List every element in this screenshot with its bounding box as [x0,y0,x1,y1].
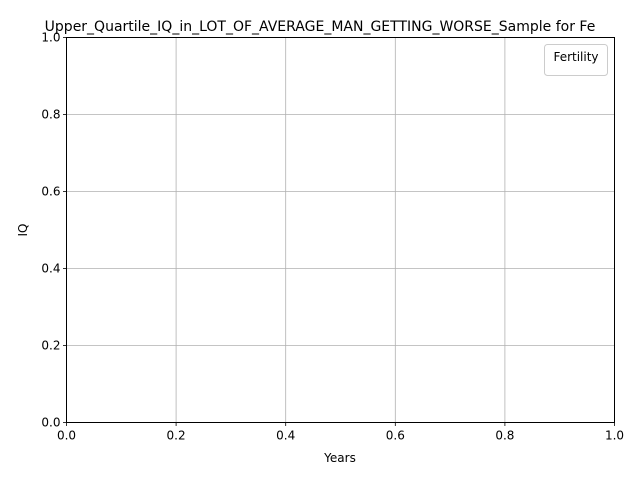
x-tick-label: 0.0 [57,429,76,443]
legend-box [544,44,608,76]
legend-title: Fertility [553,50,598,64]
y-tick-label: 1.0 [41,31,60,45]
legend: Fertility [544,44,608,76]
y-tick-label: 0.6 [41,185,60,199]
x-tick-label: 0.4 [276,429,295,443]
x-axis-label: Years [323,451,356,465]
plot-area [66,37,615,423]
x-tick-label: 0.8 [495,429,514,443]
x-tick-label: 0.6 [386,429,405,443]
grid-lines [66,37,615,423]
chart-title: Upper_Quartile_IQ_in_LOT_OF_AVERAGE_MAN_… [45,19,596,35]
y-tick-label: 0.4 [41,262,60,276]
y-axis-label: IQ [16,224,30,237]
y-tick-label: 0.2 [41,339,60,353]
y-tick-label: 0.8 [41,108,60,122]
y-tick-label: 0.0 [41,416,60,430]
x-tick-label: 0.2 [167,429,186,443]
axis-ticks: 0.0 0.2 0.4 0.6 0.8 1.0 0.0 0.2 0.4 0.6 0.8 1.0 [41,31,624,443]
x-tick-label: 1.0 [605,429,624,443]
